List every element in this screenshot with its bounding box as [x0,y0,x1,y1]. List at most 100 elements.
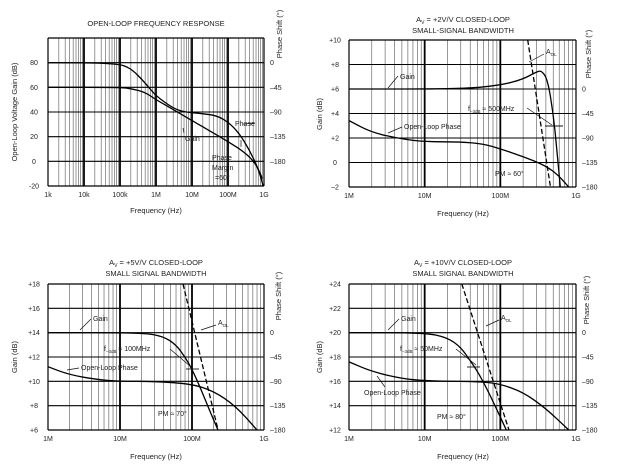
x-tick-label: 10M [113,436,127,443]
x-tick-label: 100M [492,193,510,200]
y2-tick-label: –45 [270,85,282,92]
x-tick-label: 10M [185,192,199,199]
plot-area: 1k 10k 100k 1M 10M 100M 1G -20 0 20 40 60 80 0 –45 –90 –… [29,37,286,199]
x-tick-label: 100M [492,436,510,443]
annotation-gain: Gain [185,136,200,143]
chart-subtitle: SMALL SIGNAL BANDWIDTH [105,269,206,278]
annotation-pm: PM ≈ 60° [495,170,524,178]
arrow-f3db [455,348,477,366]
y-tick-label: 40 [30,110,38,117]
arrow-gain [387,75,399,89]
chart-subtitle: SMALL-SIGNAL BANDWIDTH [412,26,514,35]
annotation-aol: AOL [546,49,557,57]
y-tick-label: +2 [331,136,339,143]
x-axis-label: Frequency (Hz) [437,452,489,461]
annotation-phase-margin-1: Phase [212,155,232,162]
annotation-pm: PM ≈ 80° [437,413,466,421]
plot-area: 1M 10M 100M 1G +12 +14 +16 +18 +20 +22 +24 0 –45 –90 –… [329,282,598,444]
annotation-phase-margin-3: =60° [215,174,230,182]
arrow-gain [387,318,400,331]
plot-area: 1M 10M 100M 1G +6 +8 +10 +12 +14 +16 +18 0 –45 –90 –13… [28,282,286,444]
y2-tick-label: –45 [582,355,594,362]
y-tick-label: +6 [30,428,38,435]
y-axis-label: Gain (dB) [315,97,324,130]
x-tick-label: 1k [44,192,52,199]
annotation-f3db: f–3dB ≈ 50MHz [400,346,443,354]
x-tick-label: 10M [418,436,432,443]
series-phase [48,62,264,186]
y2-tick-label: –180 [582,185,598,192]
y2-tick-label: 0 [582,330,586,337]
y2-tick-label: 0 [582,87,586,94]
plot-area: 1M 10M 100M 1G –2 0 +2 +4 +6 +8 +10 0 –45 –90 –135 –180 [329,38,598,201]
y2-axis-label: Phase Shift (°) [274,271,283,320]
x-axis-label: Frequency (Hz) [130,206,182,215]
y-tick-label: 0 [333,160,337,167]
y-tick-label: +16 [329,379,341,386]
arrow-aol [485,319,500,327]
y-tick-label: +14 [28,330,40,337]
series-open-loop-phase [48,366,258,430]
annotation-open-loop-phase: Open-Loop Phase [364,390,421,397]
y-tick-label: +12 [329,428,341,435]
arrow-aol [528,53,545,63]
chart-title: AV = +2V/V CLOSED-LOOP [416,15,510,26]
y-axis-label: Open-Loop Voltage Gain (dB) [10,62,19,161]
annotation-phase: Phase [235,121,255,128]
y-tick-label: 60 [30,85,38,92]
chart-title: AV = +5V/V CLOSED-LOOP [109,258,203,269]
arrow-open-loop-phase [387,126,403,134]
y2-tick-label: –45 [270,355,282,362]
x-tick-label: 100k [112,192,128,199]
y-tick-label: +8 [331,62,339,69]
y2-axis-label: Phase Shift (°) [582,275,591,324]
x-axis-label: Frequency (Hz) [130,452,182,461]
y2-tick-label: –90 [270,379,282,386]
y-axis-label: Gain (dB) [315,340,324,373]
chart-av5-closed-loop: AV = +5V/V CLOSED-LOOP SMALL SIGNAL BAND… [10,258,286,461]
series-acl [182,284,219,430]
series-open-loop-phase [349,361,570,430]
chart-open-loop-frequency-response: OPEN-LOOP FREQUENCY RESPONSE Frequency (… [10,9,286,215]
y2-tick-label: –45 [582,111,594,118]
y-tick-label: +18 [329,355,341,362]
annotation-open-loop-phase: Open-Loop Phase [404,124,461,131]
y-tick-label: –2 [331,185,339,192]
annotation-pm: PM ≈ 70° [158,410,187,418]
y2-tick-label: –135 [270,403,286,410]
arrow-phase [242,122,256,125]
x-tick-label: 1M [43,436,53,443]
y2-tick-label: –135 [582,403,598,410]
chart-subtitle: SMALL SIGNAL BANDWIDTH [412,269,513,278]
series-open-loop-phase [349,120,570,187]
y-tick-label: 20 [30,134,38,141]
y2-tick-label: –90 [582,379,594,386]
chart-title: AV = +10V/V CLOSED-LOOP [414,258,512,269]
y-tick-label: -20 [29,184,39,191]
series-gain [48,86,263,179]
annotation-gain: Gain [401,316,416,323]
annotations: Gain AOL f–3dB ≈ 50MHz Open-Loop Phase P… [364,315,512,421]
x-tick-label: 1G [259,192,268,199]
y2-tick-label: –90 [582,136,594,143]
x-tick-label: 1G [571,193,580,200]
annotations: Gain AOL f–3dB ≈ 500MHz Open-Loop Phase … [387,49,563,178]
annotation-aol: AOL [501,315,512,323]
y-tick-label: 0 [32,159,36,166]
y-tick-label: +6 [331,87,339,94]
annotations: Phase Gain Phase Margin =60° [182,121,256,182]
y-tick-label: +12 [28,355,40,362]
y-tick-label: +24 [329,282,341,289]
annotation-f3db: f–3dB ≈ 100MHz [104,346,151,354]
annotation-gain: Gain [93,316,108,323]
annotation-gain: Gain [400,74,415,81]
chart-av2-closed-loop: AV = +2V/V CLOSED-LOOP SMALL-SIGNAL BAND… [315,15,598,218]
y2-axis-label: Phase Shift (°) [584,29,593,78]
series-gain [48,332,219,430]
x-tick-label: 100M [219,192,237,199]
x-tick-label: 10M [418,193,432,200]
annotation-aol: AOL [218,320,229,328]
arrow-f3db [169,348,191,367]
y-tick-label: +18 [28,282,40,289]
